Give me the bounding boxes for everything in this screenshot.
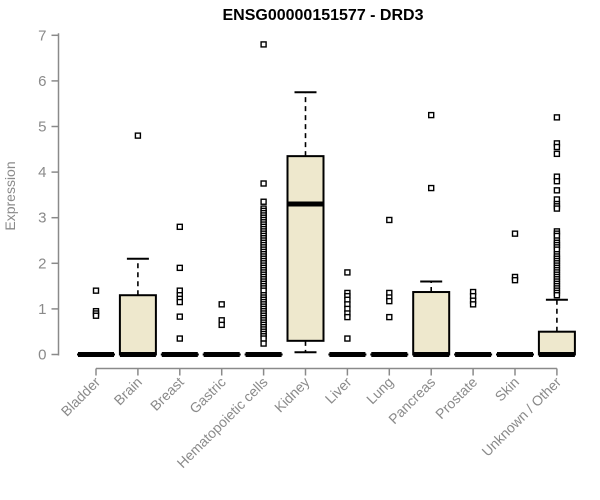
y-tick-label: 5 [38,119,46,136]
outlier-point-hematopoietic-cells [260,198,267,205]
y-tick-label: 7 [38,27,46,44]
outlier-point-pancreas [428,184,435,192]
outlier-point-prostate [469,301,477,308]
y-tick-label: 4 [38,164,46,181]
y-tick-label: 0 [38,347,46,364]
outlier-point-unknown-other [553,114,561,121]
outlier-point-brain [134,132,142,139]
box-unknown-other [537,330,576,356]
y-axis-title: Expression [2,161,18,230]
outlier-point-skin [511,276,519,284]
outlier-point-breast [176,335,184,342]
outlier-point-liver [344,269,351,276]
outlier-point-breast [176,264,184,272]
y-tick-label: 2 [38,255,46,272]
y-tick-label: 3 [38,210,46,227]
outlier-point-hematopoietic-cells [260,340,267,347]
outlier-point-unknown-other [553,205,561,212]
outlier-point-breast [176,223,184,231]
outlier-point-unknown-other [553,178,561,185]
outlier-point-hematopoietic-cells [260,335,267,342]
outlier-point-unknown-other [553,150,561,158]
outlier-point-hematopoietic-cells [260,41,267,48]
outlier-point-liver [344,313,351,321]
outlier-point-gastric [218,321,225,329]
y-tick-label: 6 [38,73,46,90]
outlier-point-lung [386,216,393,224]
box-kidney [286,155,325,342]
outlier-point-hematopoietic-cells [260,180,267,187]
y-tick-label: 1 [38,301,46,318]
box-brain [118,294,157,356]
outlier-point-bladder [92,312,100,319]
outlier-point-unknown-other [553,143,561,151]
outlier-point-lung [386,313,393,321]
outlier-point-pancreas [428,111,435,119]
box-pancreas [412,291,451,356]
outlier-point-bladder [92,287,100,294]
outlier-point-gastric [218,301,225,308]
outlier-point-skin [511,230,519,237]
chart-title: ENSG00000151577 - DRD3 [222,7,423,24]
outlier-point-unknown-other [553,187,561,194]
outlier-point-liver [344,335,351,342]
outlier-point-breast [176,313,184,320]
outlier-point-unknown-other [553,292,561,299]
outlier-point-lung [386,297,393,305]
outlier-point-breast [176,298,184,306]
